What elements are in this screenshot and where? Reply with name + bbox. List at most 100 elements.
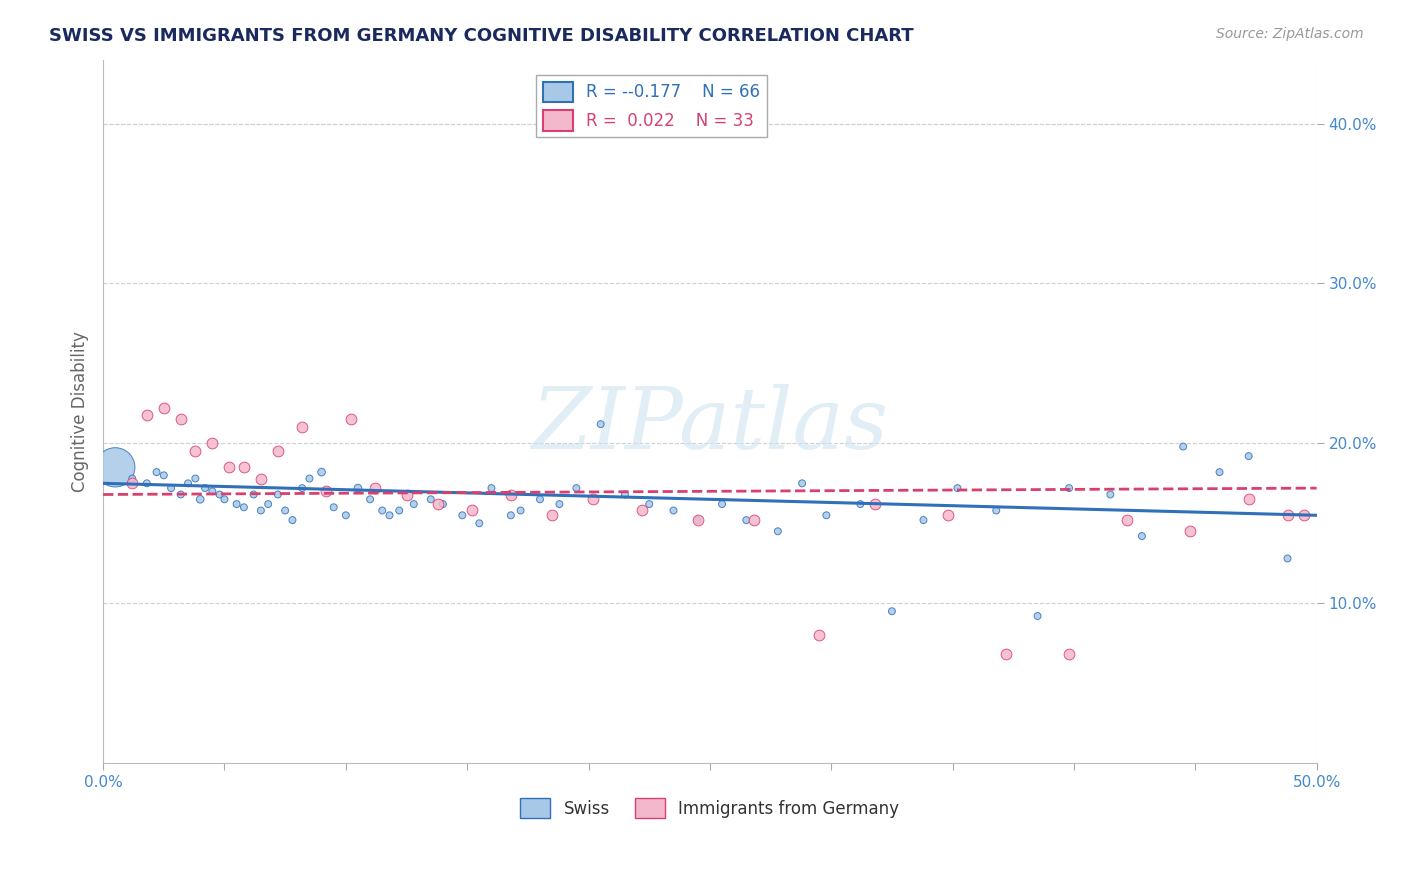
- Point: [880, 604, 903, 618]
- Point: [815, 508, 838, 523]
- Point: [160, 481, 183, 495]
- Point: [267, 487, 290, 501]
- Point: [994, 648, 1017, 662]
- Point: [735, 513, 758, 527]
- Point: [402, 497, 425, 511]
- Point: [1294, 508, 1316, 523]
- Point: [291, 420, 314, 434]
- Point: [232, 500, 254, 515]
- Text: Source: ZipAtlas.com: Source: ZipAtlas.com: [1216, 27, 1364, 41]
- Point: [177, 476, 200, 491]
- Text: SWISS VS IMMIGRANTS FROM GERMANY COGNITIVE DISABILITY CORRELATION CHART: SWISS VS IMMIGRANTS FROM GERMANY COGNITI…: [49, 27, 914, 45]
- Point: [315, 484, 337, 499]
- Point: [395, 487, 418, 501]
- Point: [335, 508, 357, 523]
- Point: [419, 492, 441, 507]
- Point: [461, 503, 484, 517]
- Text: ZIPatlas: ZIPatlas: [531, 384, 889, 467]
- Point: [378, 508, 401, 523]
- Point: [481, 481, 503, 495]
- Point: [322, 500, 344, 515]
- Point: [1116, 513, 1139, 527]
- Point: [298, 471, 321, 485]
- Point: [1057, 481, 1080, 495]
- Point: [946, 481, 969, 495]
- Point: [427, 497, 450, 511]
- Point: [201, 484, 224, 499]
- Point: [153, 401, 176, 416]
- Point: [1099, 487, 1122, 501]
- Point: [509, 503, 531, 517]
- Point: [541, 508, 564, 523]
- Point: [339, 412, 361, 426]
- Point: [359, 492, 381, 507]
- Point: [499, 487, 522, 501]
- Point: [638, 497, 661, 511]
- Point: [135, 408, 157, 422]
- Point: [1171, 440, 1194, 454]
- Point: [153, 468, 176, 483]
- Point: [1057, 648, 1080, 662]
- Point: [565, 481, 588, 495]
- Point: [499, 508, 522, 523]
- Point: [1237, 492, 1260, 507]
- Point: [1130, 529, 1153, 543]
- Point: [613, 487, 636, 501]
- Point: [267, 444, 290, 458]
- Point: [1237, 449, 1260, 463]
- Point: [291, 481, 314, 495]
- Point: [274, 503, 297, 517]
- Point: [388, 503, 411, 517]
- Point: [250, 503, 273, 517]
- Point: [170, 487, 193, 501]
- Point: [662, 503, 685, 517]
- Point: [936, 508, 959, 523]
- Point: [986, 503, 1008, 517]
- Point: [711, 497, 734, 511]
- Point: [808, 628, 831, 642]
- Point: [225, 497, 247, 511]
- Point: [184, 444, 207, 458]
- Point: [232, 460, 254, 475]
- Point: [194, 481, 217, 495]
- Point: [188, 492, 211, 507]
- Point: [201, 436, 224, 450]
- Point: [184, 471, 207, 485]
- Point: [208, 487, 231, 501]
- Point: [121, 471, 143, 485]
- Point: [257, 497, 280, 511]
- Point: [849, 497, 872, 511]
- Point: [311, 465, 333, 479]
- Point: [432, 497, 454, 511]
- Point: [242, 487, 264, 501]
- Point: [451, 508, 474, 523]
- Legend: Swiss, Immigrants from Germany: Swiss, Immigrants from Germany: [513, 791, 905, 825]
- Point: [631, 503, 654, 517]
- Point: [686, 513, 709, 527]
- Point: [364, 481, 387, 495]
- Point: [145, 465, 167, 479]
- Point: [1277, 508, 1299, 523]
- Point: [104, 460, 127, 475]
- Point: [686, 513, 709, 527]
- Point: [790, 476, 813, 491]
- Point: [742, 513, 765, 527]
- Y-axis label: Cognitive Disability: Cognitive Disability: [72, 331, 89, 491]
- Point: [218, 460, 240, 475]
- Point: [1026, 609, 1049, 624]
- Point: [548, 497, 571, 511]
- Point: [281, 513, 304, 527]
- Point: [347, 481, 370, 495]
- Point: [766, 524, 789, 539]
- Point: [468, 516, 491, 531]
- Point: [214, 492, 236, 507]
- Point: [1208, 465, 1230, 479]
- Point: [371, 503, 394, 517]
- Point: [912, 513, 935, 527]
- Point: [863, 497, 886, 511]
- Point: [589, 417, 612, 432]
- Point: [250, 471, 273, 485]
- Point: [1277, 551, 1299, 566]
- Point: [1180, 524, 1202, 539]
- Point: [135, 476, 157, 491]
